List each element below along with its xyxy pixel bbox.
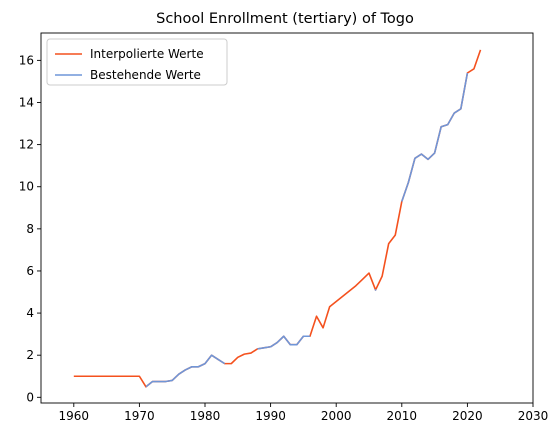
y-tick-label: 12 bbox=[19, 138, 34, 152]
y-tick-label: 16 bbox=[19, 53, 34, 67]
legend-label: Interpolierte Werte bbox=[90, 47, 204, 61]
y-tick-label: 2 bbox=[26, 348, 34, 362]
x-tick-label: 1980 bbox=[190, 409, 221, 423]
x-tick-label: 1990 bbox=[255, 409, 286, 423]
y-tick-label: 0 bbox=[26, 390, 34, 404]
chart-title: School Enrollment (tertiary) of Togo bbox=[156, 11, 414, 27]
axes: 1960 1970 1980 1990 2000 2010 2020 2030 0 2 4 6 8 10 1… bbox=[19, 32, 549, 423]
legend-box bbox=[46, 38, 228, 86]
x-tick-label: 2030 bbox=[518, 409, 549, 423]
x-tick-label: 2020 bbox=[452, 409, 483, 423]
x-tick-label: 1970 bbox=[124, 409, 155, 423]
x-tick-label: 2010 bbox=[387, 409, 418, 423]
axes-frame bbox=[40, 32, 534, 404]
y-tick-label: 8 bbox=[26, 222, 34, 236]
y-tick-label: 6 bbox=[26, 264, 34, 278]
series-line-bestehende-werte-segment bbox=[257, 335, 310, 350]
legend: Interpolierte Werte Bestehende Werte bbox=[46, 38, 228, 86]
y-tick-label: 14 bbox=[19, 95, 34, 109]
legend-label: Bestehende Werte bbox=[90, 68, 201, 82]
series-point-bestehende-werte bbox=[374, 289, 377, 291]
series-line-bestehende-werte-segment bbox=[401, 72, 469, 202]
y-tick-label: 4 bbox=[26, 306, 34, 320]
series-line-bestehende-werte-segment bbox=[145, 354, 226, 388]
series-line-interpolierte-werte bbox=[73, 49, 482, 388]
x-tick-label: 2000 bbox=[321, 409, 352, 423]
x-tick-label: 1960 bbox=[59, 409, 90, 423]
y-tick-label: 10 bbox=[19, 180, 34, 194]
plot-area bbox=[73, 49, 482, 388]
